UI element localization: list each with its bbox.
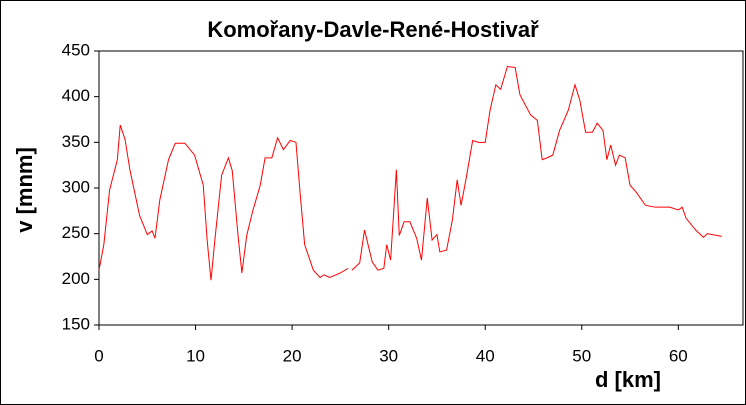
x-tick-label: 40 xyxy=(476,346,495,365)
x-tick-label: 20 xyxy=(283,346,302,365)
plot-area xyxy=(98,50,744,326)
y-tick-label: 200 xyxy=(62,269,90,288)
y-axis-label: v [mnm] xyxy=(12,147,37,233)
x-tick-label: 0 xyxy=(94,346,103,365)
chart-title: Komořany-Davle-René-Hostivař xyxy=(207,17,539,42)
y-tick-label: 150 xyxy=(62,314,90,333)
y-tick-label: 450 xyxy=(62,40,90,59)
y-tick-label: 250 xyxy=(62,223,90,242)
x-tick-label: 50 xyxy=(572,346,591,365)
elevation-line xyxy=(98,65,722,281)
y-tick-label: 400 xyxy=(62,86,90,105)
x-axis-label: d [km] xyxy=(595,367,661,392)
y-tick-label: 350 xyxy=(62,132,90,151)
x-tick-label: 30 xyxy=(379,346,398,365)
x-tick-label: 10 xyxy=(186,346,205,365)
x-tick-label: 60 xyxy=(669,346,688,365)
y-tick-label: 300 xyxy=(62,177,90,196)
